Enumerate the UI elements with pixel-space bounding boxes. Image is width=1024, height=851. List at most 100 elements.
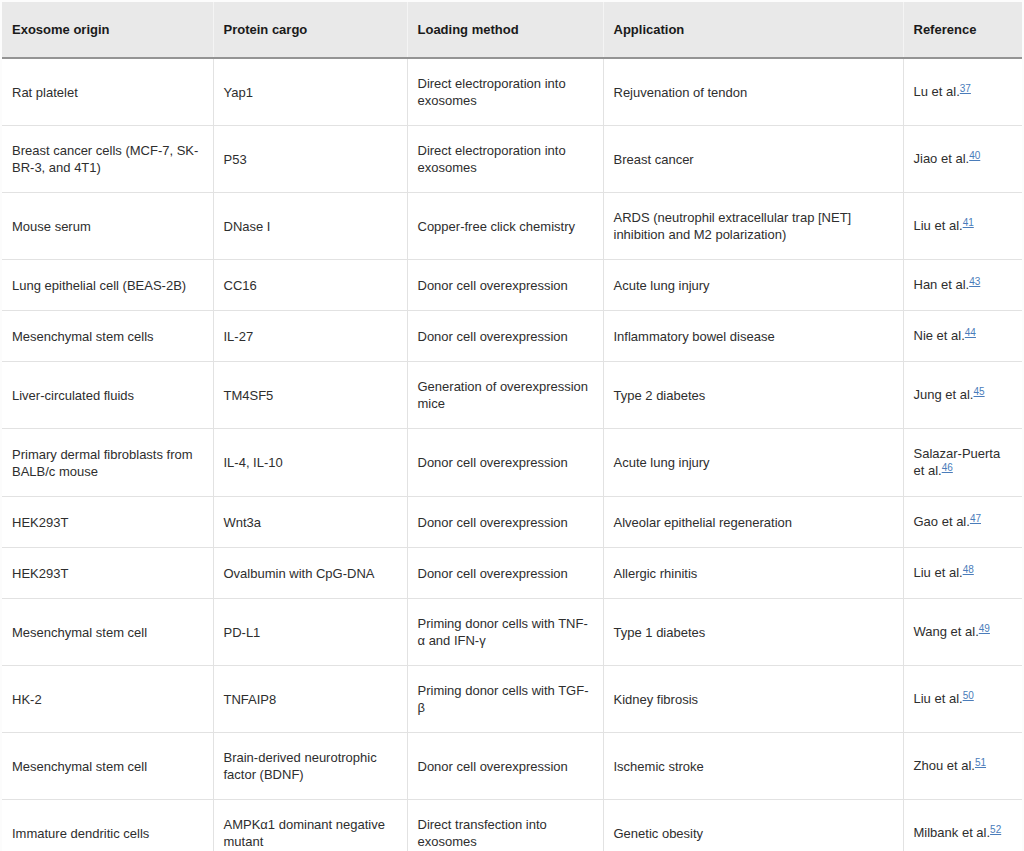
application-text: Rejuvenation of tendon (614, 85, 748, 100)
cell-exosome-origin: Lung epithelial cell (BEAS-2B) (2, 260, 213, 311)
cell-exosome-origin: Primary dermal fibroblasts from BALB/c m… (2, 429, 213, 497)
cell-reference: Jung et al.45 (903, 362, 1022, 429)
cell-loading-method: Donor cell overexpression (407, 260, 603, 311)
cell-exosome-origin: Rat platelet (2, 58, 213, 126)
cell-exosome-origin: Liver-circulated fluids (2, 362, 213, 429)
reference-citation-link[interactable]: 44 (965, 327, 976, 338)
exosome-origin-text: Liver-circulated fluids (12, 388, 134, 403)
cell-reference: Milbank et al.52 (903, 800, 1022, 851)
application-text: Breast cancer (614, 152, 694, 167)
protein-cargo-text: Yap1 (224, 85, 253, 100)
table-row: Rat platelet Yap1 Direct electroporation… (2, 58, 1022, 126)
reference-citation-link[interactable]: 51 (975, 757, 986, 768)
application-text: Type 1 diabetes (614, 625, 706, 640)
application-text: Acute lung injury (614, 455, 710, 470)
reference-citation-link[interactable]: 37 (960, 83, 971, 94)
table-row: Mesenchymal stem cell Brain-derived neur… (2, 733, 1022, 800)
cell-application: Type 2 diabetes (603, 362, 903, 429)
loading-method-text: Donor cell overexpression (418, 329, 568, 344)
cell-application: Alveolar epithelial regeneration (603, 497, 903, 548)
protein-cargo-text: TM4SF5 (224, 388, 274, 403)
cell-loading-method: Direct transfection into exosomes (407, 800, 603, 851)
application-text: Kidney fibrosis (614, 692, 699, 707)
loading-method-text: Donor cell overexpression (418, 515, 568, 530)
table-body: Rat platelet Yap1 Direct electroporation… (2, 58, 1022, 851)
cell-application: Breast cancer (603, 126, 903, 193)
cell-loading-method: Donor cell overexpression (407, 733, 603, 800)
cell-protein-cargo: Brain-derived neurotrophic factor (BDNF) (213, 733, 407, 800)
application-text: ARDS (neutrophil extracellular trap [NET… (614, 210, 852, 242)
loading-method-text: Donor cell overexpression (418, 566, 568, 581)
exosome-origin-text: Immature dendritic cells (12, 826, 149, 841)
cell-protein-cargo: TM4SF5 (213, 362, 407, 429)
cell-loading-method: Donor cell overexpression (407, 497, 603, 548)
page: Exosome origin Protein cargo Loading met… (0, 0, 1024, 851)
application-text: Inflammatory bowel disease (614, 329, 775, 344)
cell-protein-cargo: IL-4, IL-10 (213, 429, 407, 497)
protein-cargo-text: CC16 (224, 278, 257, 293)
cell-reference: Wang et al.49 (903, 599, 1022, 666)
reference-citation-link[interactable]: 40 (969, 150, 980, 161)
loading-method-text: Priming donor cells with TNF-α and IFN-γ (418, 616, 588, 648)
reference-author-text: Lu et al. (914, 84, 960, 99)
reference-citation-link[interactable]: 43 (969, 276, 980, 287)
cell-reference: Liu et al.48 (903, 548, 1022, 599)
exosome-origin-text: Mesenchymal stem cell (12, 759, 147, 774)
cell-exosome-origin: HEK293T (2, 497, 213, 548)
cell-exosome-origin: Breast cancer cells (MCF-7, SK-BR-3, and… (2, 126, 213, 193)
table-row: Liver-circulated fluids TM4SF5 Generatio… (2, 362, 1022, 429)
reference-author-text: Liu et al. (914, 691, 963, 706)
exosome-origin-text: Primary dermal fibroblasts from BALB/c m… (12, 447, 193, 479)
reference-citation-link[interactable]: 45 (974, 386, 985, 397)
loading-method-text: Donor cell overexpression (418, 455, 568, 470)
cell-loading-method: Direct electroporation into exosomes (407, 126, 603, 193)
cell-application: ARDS (neutrophil extracellular trap [NET… (603, 193, 903, 260)
reference-citation-link[interactable]: 48 (963, 564, 974, 575)
reference-citation-link[interactable]: 49 (979, 623, 990, 634)
cell-application: Inflammatory bowel disease (603, 311, 903, 362)
loading-method-text: Priming donor cells with TGF-β (418, 683, 589, 715)
cell-loading-method: Donor cell overexpression (407, 548, 603, 599)
cell-reference: Lu et al.37 (903, 58, 1022, 126)
application-text: Allergic rhinitis (614, 566, 698, 581)
cell-exosome-origin: Immature dendritic cells (2, 800, 213, 851)
protein-cargo-text: IL-27 (224, 329, 254, 344)
cell-protein-cargo: TNFAIP8 (213, 666, 407, 733)
exosome-origin-text: HK-2 (12, 692, 42, 707)
cell-exosome-origin: Mesenchymal stem cells (2, 311, 213, 362)
reference-author-text: Wang et al. (914, 624, 979, 639)
cell-exosome-origin: Mesenchymal stem cell (2, 733, 213, 800)
column-header-reference: Reference (903, 2, 1022, 58)
protein-cargo-text: Ovalbumin with CpG-DNA (224, 566, 375, 581)
table-row: Immature dendritic cells AMPKα1 dominant… (2, 800, 1022, 851)
reference-author-text: Salazar-Puerta et al. (914, 446, 1001, 478)
cell-exosome-origin: Mesenchymal stem cell (2, 599, 213, 666)
cell-protein-cargo: AMPKα1 dominant negative mutant (213, 800, 407, 851)
cell-protein-cargo: CC16 (213, 260, 407, 311)
reference-author-text: Han et al. (914, 277, 970, 292)
reference-author-text: Gao et al. (914, 514, 970, 529)
reference-citation-link[interactable]: 47 (970, 513, 981, 524)
cell-reference: Nie et al.44 (903, 311, 1022, 362)
reference-citation-link[interactable]: 50 (963, 690, 974, 701)
reference-author-text: Milbank et al. (914, 825, 991, 840)
reference-citation-link[interactable]: 52 (990, 824, 1001, 835)
cell-application: Kidney fibrosis (603, 666, 903, 733)
exosome-origin-text: Mouse serum (12, 219, 91, 234)
cell-exosome-origin: Mouse serum (2, 193, 213, 260)
reference-citation-link[interactable]: 41 (963, 217, 974, 228)
table-row: Lung epithelial cell (BEAS-2B) CC16 Dono… (2, 260, 1022, 311)
cell-protein-cargo: Ovalbumin with CpG-DNA (213, 548, 407, 599)
cell-application: Acute lung injury (603, 429, 903, 497)
table-row: Mesenchymal stem cell PD-L1 Priming dono… (2, 599, 1022, 666)
application-text: Alveolar epithelial regeneration (614, 515, 793, 530)
exosome-origin-text: HEK293T (12, 515, 68, 530)
exosome-origin-text: Mesenchymal stem cell (12, 625, 147, 640)
reference-citation-link[interactable]: 46 (942, 462, 953, 473)
cell-reference: Jiao et al.40 (903, 126, 1022, 193)
reference-author-text: Jiao et al. (914, 151, 970, 166)
cell-protein-cargo: IL-27 (213, 311, 407, 362)
reference-author-text: Jung et al. (914, 387, 974, 402)
loading-method-text: Donor cell overexpression (418, 278, 568, 293)
cell-application: Type 1 diabetes (603, 599, 903, 666)
